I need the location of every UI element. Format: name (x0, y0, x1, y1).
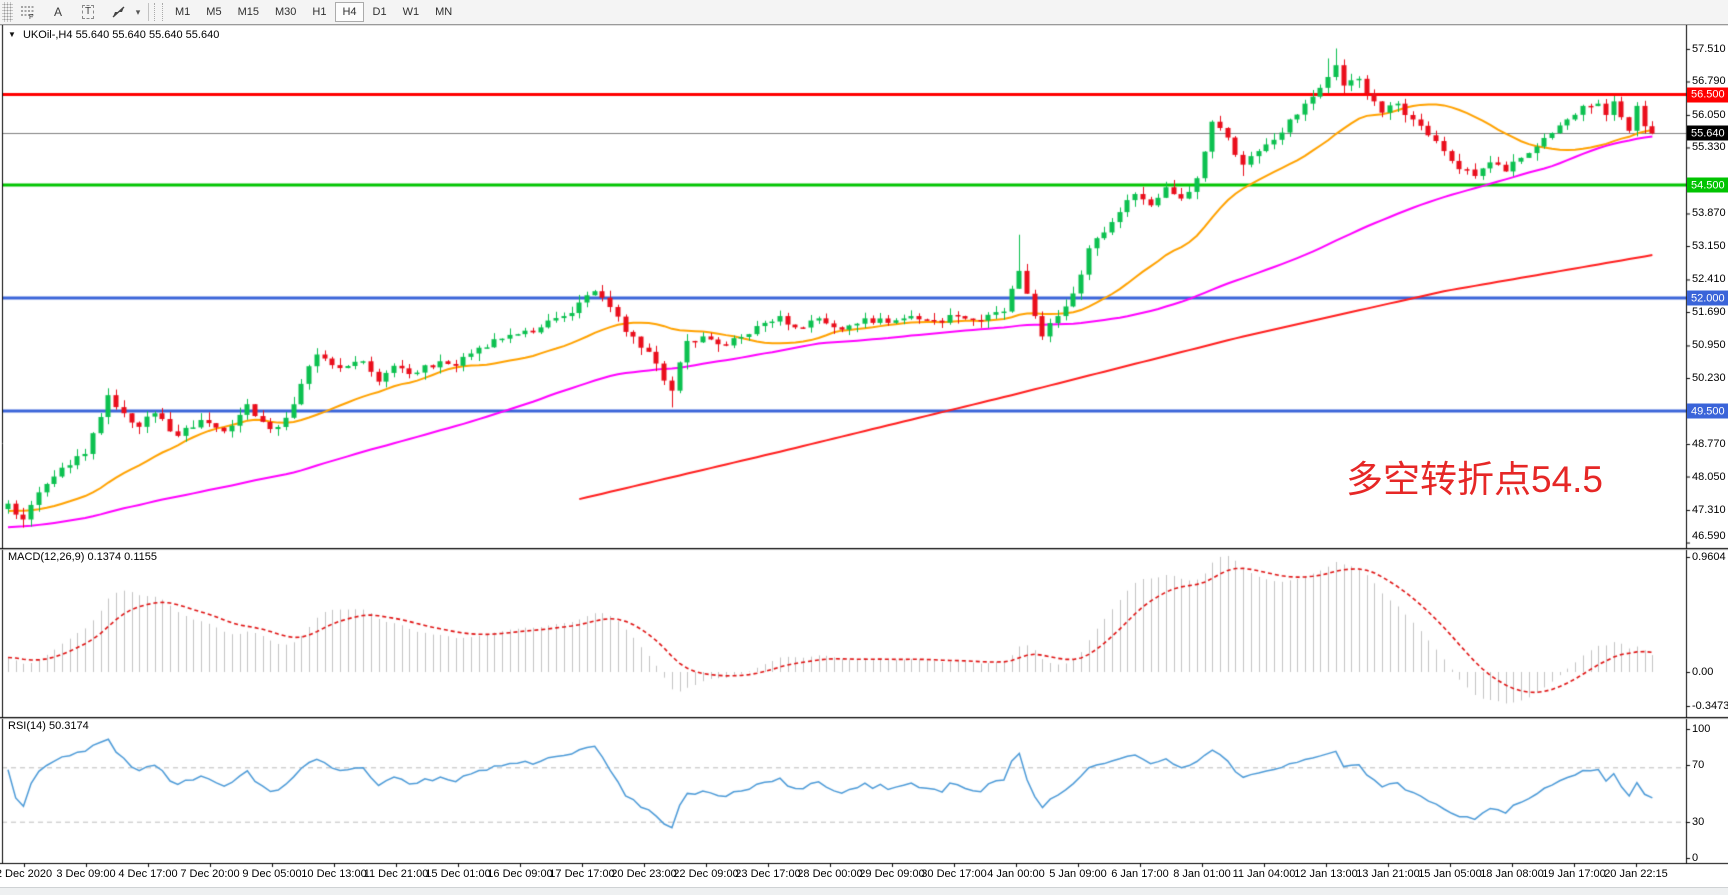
time-axis-tick: 4 Dec 17:00 (118, 868, 178, 880)
time-axis-tick: 7 Dec 20:00 (180, 868, 240, 880)
price-axis-tick: 46.590 (1692, 530, 1726, 542)
price-axis-tick: 48.050 (1692, 470, 1726, 483)
price-axis-tick: 50.950 (1692, 339, 1726, 352)
time-axis-tick: 20 Dec 23:00 (611, 868, 677, 880)
rsi-axis-tick: 30 (1692, 816, 1705, 828)
price-level-badge: 52.000 (1687, 290, 1728, 306)
current-price-badge: 55.640 (1687, 125, 1728, 141)
price-axis-tick: 51.690 (1692, 306, 1726, 318)
chart-symbol-period: UKOil-,H4 (22, 29, 73, 41)
time-axis-tick: 28 Dec 00:00 (797, 868, 863, 880)
price-axis-tick: 47.310 (1692, 503, 1726, 516)
chart-title: ▼ UKOil-,H4 55.640 55.640 55.640 55.640 (8, 29, 219, 41)
timeframe-button-d1[interactable]: D1 (372, 6, 387, 18)
arrows-icon-svg (112, 6, 124, 18)
timeframe-button-h1[interactable]: H1 (312, 6, 327, 18)
toolbar: F A T ▾ M1 M5 M15 M30 H1 H4 D1 W1 MN (0, 0, 1728, 25)
time-axis-tick: 12 Jan 13:00 (1294, 868, 1358, 880)
text-label-icon[interactable]: A (53, 5, 62, 19)
fibonacci-icon[interactable]: F (14, 1, 42, 23)
price-axis-tick: 48.770 (1692, 437, 1726, 450)
time-axis-tick: 3 Dec 09:00 (56, 868, 116, 880)
price-axis-tick: 50.230 (1692, 372, 1726, 384)
macd-axis-tick: 0.9604 (1692, 551, 1726, 563)
time-axis-tick: 19 Jan 17:00 (1542, 868, 1606, 880)
rsi-label: RSI(14) 50.3174 (8, 720, 89, 732)
time-axis-tick: 18 Jan 08:00 (1480, 868, 1544, 880)
time-axis-tick: 6 Jan 17:00 (1111, 868, 1169, 880)
macd-label: MACD(12,26,9) 0.1374 0.1155 (8, 551, 157, 563)
time-axis-tick: 29 Dec 09:00 (859, 868, 925, 880)
price-axis-tick: 56.050 (1692, 108, 1726, 121)
price-level-badge: 54.500 (1687, 177, 1728, 193)
status-strip (0, 887, 1728, 895)
time-axis-tick: 9 Dec 05:00 (242, 868, 302, 880)
text-icon[interactable]: T (74, 1, 102, 23)
price-axis-tick: 53.150 (1692, 240, 1726, 253)
timeframe-button-m30[interactable]: M30 (274, 6, 297, 18)
time-axis-tick: 2 Dec 2020 (0, 868, 53, 880)
time-axis-tick: 15 Dec 01:00 (425, 868, 491, 880)
rsi-axis-tick: 0 (1692, 852, 1699, 864)
chart-ohlc-values: 55.640 55.640 55.640 55.640 (75, 29, 220, 41)
time-axis-tick: 11 Jan 04:00 (1232, 868, 1296, 880)
time-axis-tick: 22 Dec 09:00 (673, 868, 739, 880)
macd-axis-tick: -0.3473 (1692, 700, 1728, 712)
time-axis-tick: 20 Jan 22:15 (1604, 868, 1668, 880)
timeframe-button-m15[interactable]: M15 (237, 6, 259, 18)
rsi-axis-tick: 70 (1692, 759, 1705, 771)
timeframe-button-w1[interactable]: W1 (402, 6, 420, 18)
text-icon-glyph: T (81, 5, 95, 19)
timeframe-button-m5[interactable]: M5 (206, 6, 222, 18)
timeframe-button-h4[interactable]: H4 (335, 2, 364, 22)
price-axis-tick: 57.510 (1692, 42, 1726, 55)
toolbar-separator (148, 3, 149, 21)
timeframe-button-m1[interactable]: M1 (175, 6, 191, 18)
time-axis-tick: 30 Dec 17:00 (921, 868, 987, 880)
svg-text:F: F (29, 14, 33, 19)
timeframe-buttons: M1 M5 M15 M30 H1 H4 D1 W1 MN (167, 2, 460, 22)
time-axis-tick: 17 Dec 17:00 (549, 868, 615, 880)
price-axis-tick: 53.870 (1692, 207, 1726, 220)
time-axis-tick: 4 Jan 00:00 (987, 868, 1045, 880)
macd-axis-tick: 0.00 (1692, 666, 1714, 678)
time-axis-tick: 16 Dec 09:00 (487, 868, 553, 880)
price-level-badge: 56.500 (1687, 87, 1728, 103)
chevron-down-icon[interactable]: ▾ (135, 6, 141, 17)
time-axis-tick: 13 Jan 21:00 (1356, 868, 1420, 880)
time-axis-tick: 11 Dec 21:00 (363, 868, 429, 880)
time-axis-tick: 8 Jan 01:00 (1173, 868, 1231, 880)
rsi-axis-tick: 100 (1692, 723, 1711, 735)
chart-annotation-text: 多空转折点54.5 (1346, 459, 1604, 500)
time-axis-tick: 5 Jan 09:00 (1049, 868, 1107, 880)
timeframe-button-mn[interactable]: MN (435, 6, 453, 18)
price-axis-tick: 52.410 (1692, 273, 1726, 286)
toolbar-grip[interactable] (2, 2, 13, 22)
fibonacci-icon-svg: F (21, 6, 35, 19)
time-axis-tick: 15 Jan 05:00 (1418, 868, 1482, 880)
price-axis-tick: 55.330 (1692, 141, 1726, 154)
price-axis-tick: 56.790 (1692, 75, 1726, 88)
price-level-badge: 49.500 (1687, 403, 1728, 419)
toolbar-grip-2[interactable] (154, 3, 163, 21)
chevron-down-icon[interactable]: ▼ (8, 30, 16, 39)
time-axis-tick: 10 Dec 13:00 (301, 868, 367, 880)
time-axis-tick: 23 Dec 17:00 (735, 868, 801, 880)
arrows-icon[interactable] (104, 1, 132, 23)
